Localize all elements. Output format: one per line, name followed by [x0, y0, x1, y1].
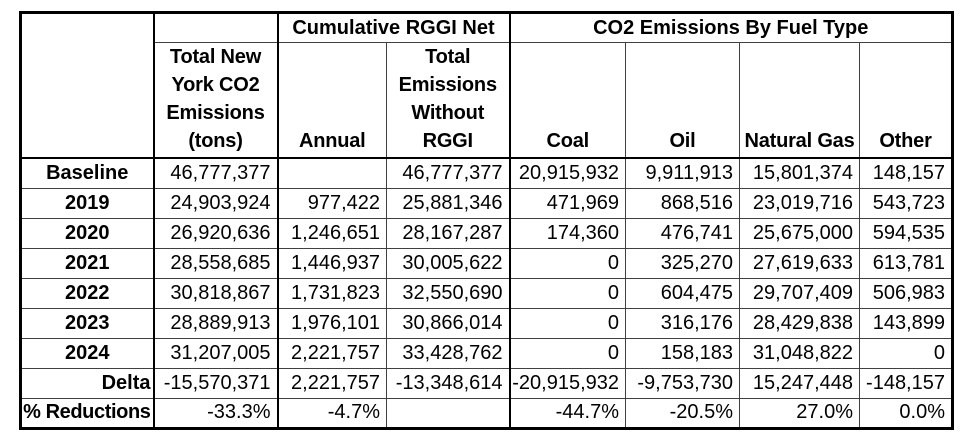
- header-group-row: Cumulative RGGI Net CO2 Emissions By Fue…: [20, 12, 953, 159]
- row-label: 2019: [20, 187, 154, 219]
- cell-annual: 1,446,937: [276, 247, 387, 279]
- table-row-pct-reductions: % Reductions -33.3% -4.7% -44.7% -20.5% …: [20, 397, 953, 429]
- cell-oil: 868,516: [625, 187, 740, 219]
- cell-total-without-rggi: 33,428,762: [386, 337, 510, 369]
- cell-oil: 158,183: [625, 337, 740, 369]
- header-spacer-cell: [152, 12, 278, 43]
- row-label: 2024: [20, 337, 154, 369]
- col-header-total-without-rggi: Total Emissions Without RGGI: [386, 42, 510, 159]
- table-row-2024: 2024 31,207,005 2,221,757 33,428,762 0 1…: [20, 337, 953, 369]
- row-label: Baseline: [20, 157, 154, 189]
- cell-natural-gas: 31,048,822: [739, 337, 860, 369]
- emissions-table: Cumulative RGGI Net CO2 Emissions By Fue…: [19, 11, 954, 430]
- cell-coal: 0: [508, 277, 626, 309]
- cell-other: 143,899: [859, 307, 953, 339]
- cell-other: 543,723: [859, 187, 953, 219]
- table-row-2021: 2021 28,558,685 1,446,937 30,005,622 0 3…: [20, 247, 953, 279]
- cell-natural-gas: 27,619,633: [739, 247, 860, 279]
- cell-other: 0.0%: [859, 397, 953, 429]
- row-label: Delta: [20, 367, 154, 399]
- table-row-baseline: Baseline 46,777,377 46,777,377 20,915,93…: [20, 157, 953, 189]
- group-header-cumulative-rggi-net: Cumulative RGGI Net: [276, 12, 510, 43]
- cell-annual: [276, 157, 387, 189]
- cell-coal: 471,969: [508, 187, 626, 219]
- row-label: % Reductions: [20, 397, 154, 429]
- col-header-natural-gas: Natural Gas: [739, 42, 860, 159]
- cell-coal: 0: [508, 247, 626, 279]
- table-row-delta: Delta -15,570,371 2,221,757 -13,348,614 …: [20, 367, 953, 399]
- table-row-2020: 2020 26,920,636 1,246,651 28,167,287 174…: [20, 217, 953, 249]
- table-row-2022: 2022 30,818,867 1,731,823 32,550,690 0 6…: [20, 277, 953, 309]
- cell-total-ny: 28,889,913: [152, 307, 278, 339]
- group-header-co2-by-fuel-type: CO2 Emissions By Fuel Type: [508, 12, 953, 43]
- table-row-2019: 2019 24,903,924 977,422 25,881,346 471,9…: [20, 187, 953, 219]
- cell-total-without-rggi: 30,005,622: [386, 247, 510, 279]
- cell-annual: 1,731,823: [276, 277, 387, 309]
- col-header-total-ny-co2: Total New York CO2 Emissions (tons): [152, 42, 278, 159]
- cell-annual: 1,246,651: [276, 217, 387, 249]
- cell-annual: 1,976,101: [276, 307, 387, 339]
- cell-other: 148,157: [859, 157, 953, 189]
- corner-cell: [20, 12, 154, 159]
- cell-other: 0: [859, 337, 953, 369]
- cell-total-ny: 31,207,005: [152, 337, 278, 369]
- cell-total-ny: -33.3%: [152, 397, 278, 429]
- col-header-other: Other: [859, 42, 953, 159]
- cell-annual: 2,221,757: [276, 367, 387, 399]
- cell-oil: 476,741: [625, 217, 740, 249]
- cell-coal: 20,915,932: [508, 157, 626, 189]
- cell-coal: -20,915,932: [508, 367, 626, 399]
- cell-oil: 316,176: [625, 307, 740, 339]
- row-label: 2023: [20, 307, 154, 339]
- cell-total-without-rggi: [386, 397, 510, 429]
- row-label: 2020: [20, 217, 154, 249]
- cell-oil: 9,911,913: [625, 157, 740, 189]
- row-label: 2021: [20, 247, 154, 279]
- cell-total-without-rggi: 46,777,377: [386, 157, 510, 189]
- cell-oil: -9,753,730: [625, 367, 740, 399]
- cell-oil: 604,475: [625, 277, 740, 309]
- cell-total-ny: 28,558,685: [152, 247, 278, 279]
- column-header-row: Total New York CO2 Emissions (tons) Annu…: [21, 42, 953, 159]
- cell-annual: 977,422: [276, 187, 387, 219]
- cell-annual: -4.7%: [276, 397, 387, 429]
- cell-oil: -20.5%: [625, 397, 740, 429]
- cell-total-ny: 26,920,636: [152, 217, 278, 249]
- cell-coal: 0: [508, 337, 626, 369]
- cell-natural-gas: 15,247,448: [739, 367, 860, 399]
- col-header-annual: Annual: [276, 42, 387, 159]
- table-row-2023: 2023 28,889,913 1,976,101 30,866,014 0 3…: [20, 307, 953, 339]
- cell-natural-gas: 28,429,838: [739, 307, 860, 339]
- cell-natural-gas: 15,801,374: [739, 157, 860, 189]
- cell-oil: 325,270: [625, 247, 740, 279]
- cell-total-ny: -15,570,371: [152, 367, 278, 399]
- cell-natural-gas: 27.0%: [739, 397, 860, 429]
- cell-other: -148,157: [859, 367, 953, 399]
- col-header-coal: Coal: [508, 42, 626, 159]
- page: Cumulative RGGI Net CO2 Emissions By Fue…: [19, 11, 954, 430]
- cell-natural-gas: 29,707,409: [739, 277, 860, 309]
- cell-total-without-rggi: 32,550,690: [386, 277, 510, 309]
- cell-other: 613,781: [859, 247, 953, 279]
- cell-total-ny: 46,777,377: [152, 157, 278, 189]
- cell-other: 594,535: [859, 217, 953, 249]
- cell-total-without-rggi: -13,348,614: [386, 367, 510, 399]
- cell-coal: -44.7%: [508, 397, 626, 429]
- cell-total-ny: 30,818,867: [152, 277, 278, 309]
- cell-total-without-rggi: 30,866,014: [386, 307, 510, 339]
- cell-coal: 174,360: [508, 217, 626, 249]
- cell-total-ny: 24,903,924: [152, 187, 278, 219]
- col-header-oil: Oil: [625, 42, 740, 159]
- cell-coal: 0: [508, 307, 626, 339]
- cell-total-without-rggi: 25,881,346: [386, 187, 510, 219]
- cell-other: 506,983: [859, 277, 953, 309]
- cell-natural-gas: 25,675,000: [739, 217, 860, 249]
- row-label: 2022: [20, 277, 154, 309]
- cell-annual: 2,221,757: [276, 337, 387, 369]
- cell-natural-gas: 23,019,716: [739, 187, 860, 219]
- cell-total-without-rggi: 28,167,287: [386, 217, 510, 249]
